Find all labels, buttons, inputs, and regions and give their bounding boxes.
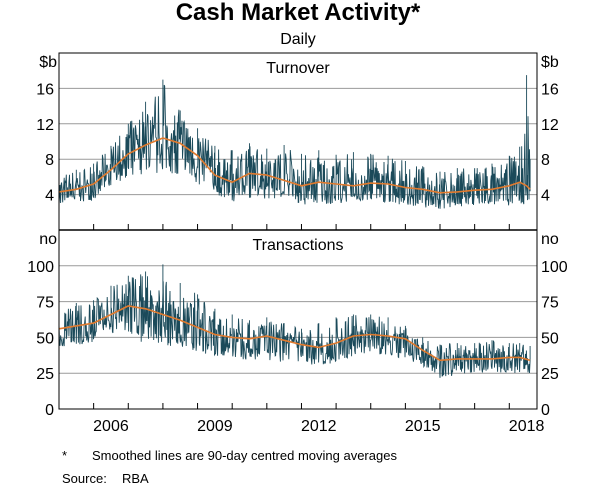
x-tick-label: 2015 (405, 418, 441, 435)
plot-frame (58, 52, 538, 410)
transactions-unit-left: no (39, 231, 57, 248)
chart-title: Cash Market Activity* (176, 0, 421, 26)
x-tick-label: 2012 (301, 418, 337, 435)
turnover-unit-left: $b (39, 54, 57, 71)
transactions-moving-average-series (58, 305, 531, 362)
turnover-y-tick-right: 8 (541, 152, 550, 169)
transactions-y-tick-left: 50 (36, 330, 54, 347)
x-tick-label: 2009 (197, 418, 233, 435)
turnover-y-tick-right: 4 (541, 188, 550, 205)
turnover-y-tick-left: 12 (36, 117, 54, 134)
transactions-y-tick-left: 0 (45, 402, 54, 419)
turnover-y-tick-right: 12 (541, 117, 559, 134)
transactions-y-tick-left: 100 (27, 259, 54, 276)
turnover-moving-average-series (58, 137, 531, 194)
footnote-text: Smoothed lines are 90-day centred moving… (92, 448, 397, 463)
turnover-unit-right: $b (541, 54, 559, 71)
turnover-daily-series (58, 75, 531, 209)
turnover-panel: 4 4 8 8 12 12 16 16 $b $b Turnover (36, 54, 559, 209)
footnote-marker: * (62, 448, 67, 463)
x-tick-label: 2006 (93, 418, 129, 435)
transactions-y-tick-right: 0 (541, 402, 550, 419)
turnover-y-tick-left: 8 (45, 152, 54, 169)
source-label: Source: (62, 471, 107, 486)
turnover-y-tick-left: 16 (36, 81, 54, 98)
transactions-y-tick-right: 75 (541, 295, 559, 312)
transactions-panel: 0 0 25 25 50 50 75 75 100 100 no no Transactions (27, 231, 568, 419)
transactions-y-tick-left: 25 (36, 366, 54, 383)
transactions-panel-title: Transactions (253, 237, 344, 254)
turnover-y-tick-right: 16 (541, 81, 559, 98)
x-tick-label: 2018 (509, 418, 545, 435)
transactions-unit-right: no (541, 231, 559, 248)
source-text: RBA (122, 471, 149, 486)
turnover-panel-title: Turnover (266, 60, 330, 77)
transactions-daily-series (58, 264, 531, 378)
transactions-y-tick-right: 100 (541, 259, 568, 276)
transactions-y-tick-right: 25 (541, 366, 559, 383)
transactions-y-tick-right: 50 (541, 330, 559, 347)
chart-subtitle: Daily (280, 31, 316, 48)
turnover-y-tick-left: 4 (45, 188, 54, 205)
x-axis: 2006 2009 2012 2015 2018 (58, 224, 545, 435)
transactions-y-tick-left: 75 (36, 295, 54, 312)
